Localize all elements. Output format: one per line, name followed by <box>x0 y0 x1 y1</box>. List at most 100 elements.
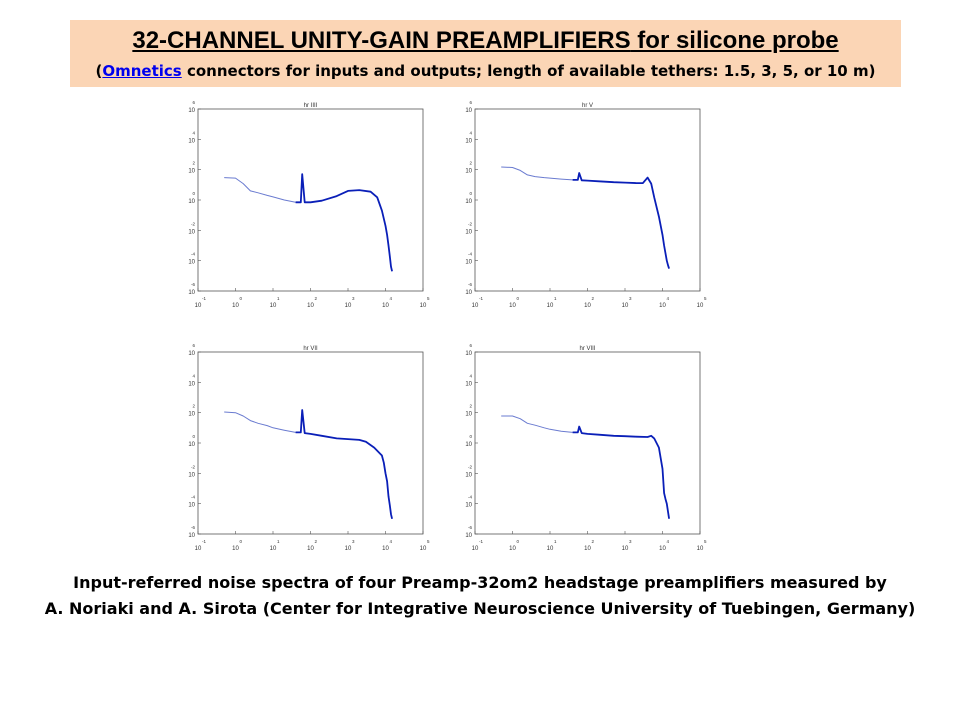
x-tick-exponent: 2 <box>592 539 595 544</box>
y-tick-exponent: 0 <box>469 191 472 196</box>
y-tick-label: 10 <box>188 229 195 235</box>
x-tick-exponent: 0 <box>240 296 243 301</box>
noise-spectrum-plot-hr-vii: hr VII10-110010110210310410510-610-410-2… <box>188 343 430 552</box>
x-tick-exponent: -1 <box>202 539 206 544</box>
x-tick-label: 10 <box>195 303 202 309</box>
x-tick-label: 10 <box>420 303 427 309</box>
spectrum-trace-low-frequency <box>501 415 573 433</box>
x-tick-exponent: 0 <box>517 539 520 544</box>
y-tick-label: 10 <box>188 138 195 144</box>
y-tick-label: 10 <box>188 108 195 114</box>
plot-frame <box>474 351 701 535</box>
title-suffix-text: for silicone probe <box>630 27 839 54</box>
figure-caption-line-2: A. Noriaki and A. Sirota (Center for Int… <box>44 599 916 618</box>
x-tick-exponent: -1 <box>479 539 483 544</box>
spectrum-trace-high-frequency <box>295 173 393 272</box>
y-tick-label: 10 <box>188 169 195 175</box>
y-tick-exponent: -6 <box>191 525 195 530</box>
x-tick-exponent: 2 <box>592 296 595 301</box>
x-tick-label: 10 <box>547 546 554 552</box>
x-tick-label: 10 <box>307 546 314 552</box>
y-tick-label: 10 <box>188 199 195 205</box>
x-tick-exponent: 0 <box>240 539 243 544</box>
x-tick-label: 10 <box>195 546 202 552</box>
plot-frame <box>474 108 701 292</box>
y-tick-exponent: 4 <box>192 130 195 135</box>
x-tick-exponent: 4 <box>390 296 393 301</box>
y-tick-exponent: -6 <box>191 282 195 287</box>
x-tick-label: 10 <box>382 546 389 552</box>
y-tick-exponent: 2 <box>192 404 195 409</box>
x-tick-exponent: 5 <box>427 539 430 544</box>
x-tick-exponent: 3 <box>629 296 632 301</box>
y-tick-label: 10 <box>188 381 195 387</box>
spectrum-trace-high-frequency <box>572 425 670 519</box>
x-tick-exponent: 1 <box>277 296 280 301</box>
x-tick-label: 10 <box>420 546 427 552</box>
y-tick-label: 10 <box>188 442 195 448</box>
y-tick-label: 10 <box>188 412 195 418</box>
y-tick-exponent: 0 <box>469 434 472 439</box>
y-tick-exponent: -4 <box>191 252 195 257</box>
y-tick-label: 10 <box>465 229 472 235</box>
y-tick-exponent: 6 <box>469 343 472 348</box>
chart-panel-hr-viii: hr VIII 10 -1 10 0 10 1 10 2 10 3 10 4 10 5 10 -6 10 -4 10-… <box>455 342 715 557</box>
y-tick-exponent: 6 <box>192 343 195 348</box>
plot-title: hr VII <box>303 346 318 352</box>
spectrum-trace-low-frequency <box>224 411 296 433</box>
spectrum-trace-low-frequency <box>224 177 296 203</box>
y-tick-label: 10 <box>465 503 472 509</box>
noise-spectrum-plot-hr-viii: hr VIII10-110010110210310410510-610-410-… <box>465 343 707 552</box>
y-tick-label: 10 <box>188 472 195 478</box>
y-tick-label: 10 <box>465 351 472 357</box>
y-tick-exponent: 2 <box>469 404 472 409</box>
spectrum-trace-high-frequency <box>295 409 393 520</box>
x-tick-exponent: 3 <box>352 296 355 301</box>
plot-title: hr V <box>582 103 593 109</box>
x-tick-exponent: 2 <box>315 296 318 301</box>
x-tick-exponent: 3 <box>629 539 632 544</box>
x-tick-label: 10 <box>509 546 516 552</box>
chart-panel-hr-vii: hr VII 10 -1 10 0 10 1 10 2 10 3 10 4 10 5 10 -6 10 -4 10 -2… <box>178 342 438 557</box>
x-tick-label: 10 <box>622 303 629 309</box>
y-tick-label: 10 <box>465 290 472 296</box>
x-tick-exponent: 5 <box>704 296 707 301</box>
x-tick-exponent: 1 <box>277 539 280 544</box>
y-tick-label: 10 <box>465 412 472 418</box>
y-tick-exponent: -6 <box>468 525 472 530</box>
x-tick-label: 10 <box>547 303 554 309</box>
y-tick-exponent: 0 <box>192 191 195 196</box>
x-tick-label: 10 <box>270 546 277 552</box>
y-tick-label: 10 <box>465 108 472 114</box>
plot-frame <box>197 108 424 292</box>
y-tick-label: 10 <box>188 260 195 266</box>
y-tick-exponent: 4 <box>469 130 472 135</box>
x-tick-label: 10 <box>382 303 389 309</box>
x-tick-label: 10 <box>509 303 516 309</box>
y-tick-label: 10 <box>465 533 472 539</box>
x-tick-label: 10 <box>345 546 352 552</box>
x-tick-label: 10 <box>697 546 704 552</box>
x-tick-exponent: 4 <box>667 539 670 544</box>
y-tick-exponent: 4 <box>192 373 195 378</box>
x-tick-label: 10 <box>232 303 239 309</box>
spectrum-trace-low-frequency <box>501 166 573 181</box>
x-tick-label: 10 <box>345 303 352 309</box>
omnetics-link[interactable]: Omnetics <box>102 62 182 80</box>
x-tick-exponent: 3 <box>352 539 355 544</box>
y-tick-exponent: -6 <box>468 282 472 287</box>
x-tick-label: 10 <box>232 546 239 552</box>
y-tick-exponent: 2 <box>192 161 195 166</box>
x-tick-exponent: 1 <box>554 539 557 544</box>
chart-panel-hr-v: hr V 10 -1 10 0 10 1 10 2 10 3 10 4 10 5 10 -6 10 -4 10 -2 10… <box>455 99 715 314</box>
x-tick-exponent: 5 <box>704 539 707 544</box>
x-tick-label: 10 <box>472 546 479 552</box>
x-tick-label: 10 <box>584 303 591 309</box>
title-main-text: 32-CHANNEL UNITY-GAIN PREAMPLIFIERS <box>132 27 631 54</box>
page-subtitle: (Omnetics connectors for inputs and outp… <box>70 60 901 82</box>
x-tick-label: 10 <box>697 303 704 309</box>
y-tick-label: 10 <box>465 199 472 205</box>
x-tick-label: 10 <box>622 546 629 552</box>
y-tick-exponent: -4 <box>468 495 472 500</box>
x-tick-exponent: 2 <box>315 539 318 544</box>
